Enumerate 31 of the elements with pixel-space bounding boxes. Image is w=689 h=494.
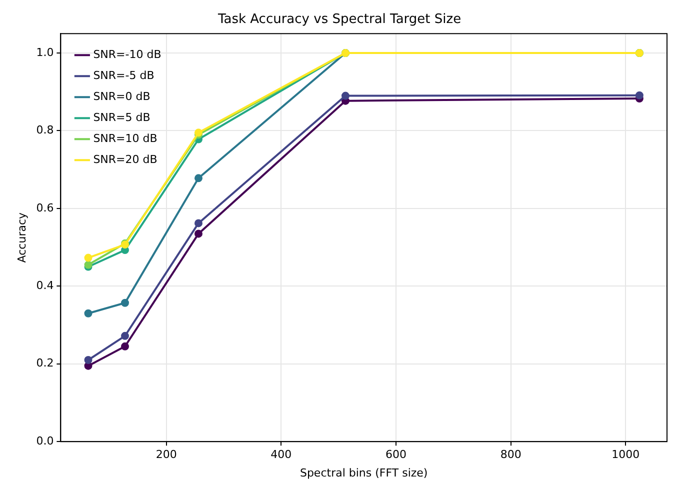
x-tick-label: 800	[500, 448, 522, 462]
point	[84, 309, 92, 318]
chart-title: Task Accuracy vs Spectral Target Size	[216, 12, 462, 28]
point	[121, 342, 129, 350]
y-tick-label: 0.0	[36, 434, 54, 448]
legend-label: SNR=0 dB	[93, 90, 150, 103]
x-tick-label: 600	[386, 448, 406, 462]
legend-label: SNR=5 dB	[93, 110, 150, 124]
x-tick-label: 1000	[612, 448, 640, 462]
x-tick-label: 200	[156, 448, 177, 462]
point	[121, 332, 129, 340]
point	[84, 356, 92, 364]
point	[194, 230, 202, 238]
point	[635, 91, 644, 100]
y-tick-label: 1.0	[36, 46, 54, 59]
y-tick-label: 0.4	[36, 279, 54, 292]
legend-label: SNR=-5 dB	[93, 68, 154, 82]
point	[194, 219, 202, 228]
point	[121, 298, 129, 307]
x-axis-title: Spectral bins (FFT size)	[300, 466, 428, 480]
y-tick-label: 0.2	[36, 356, 54, 370]
point	[84, 254, 92, 262]
legend-label: SNR=-10 dB	[93, 48, 162, 61]
y-tick-label: 0.6	[36, 201, 54, 214]
legend-label: SNR=10 dB	[93, 132, 158, 145]
point	[341, 92, 350, 100]
x-tick-label: 400	[270, 448, 292, 462]
legend-label: SNR=20 dB	[93, 152, 158, 166]
y-tick-label: 0.8	[36, 124, 54, 137]
point	[194, 174, 202, 182]
y-axis-title: Accuracy	[15, 212, 28, 263]
